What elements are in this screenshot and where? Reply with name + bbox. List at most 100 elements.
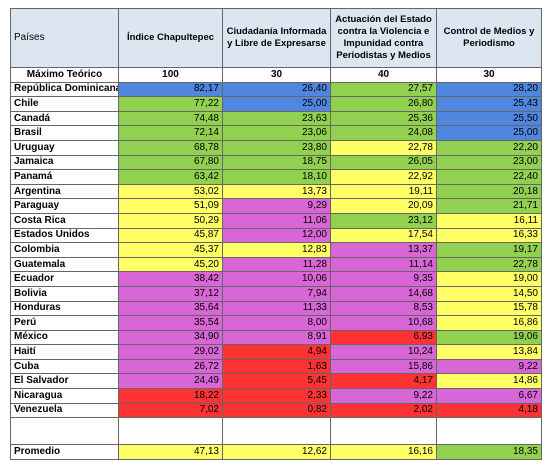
score-cell: 38,42 [118, 271, 223, 287]
score-cell: 28,20 [436, 81, 542, 98]
empty-cell [10, 417, 119, 446]
score-cell: 23,12 [330, 212, 437, 229]
country-name: Canadá [10, 110, 119, 127]
score-cell: 82,17 [118, 81, 223, 98]
score-cell: 23,80 [222, 139, 331, 156]
score-cell: 22,92 [330, 169, 437, 185]
score-cell: 22,78 [330, 139, 437, 156]
country-name: Honduras [10, 300, 119, 317]
score-cell: 13,37 [330, 242, 437, 258]
country-row: Perú 35,54 8,00 10,68 16,86 [10, 315, 542, 331]
country-name: Costa Rica [10, 212, 119, 229]
score-cell: 16,33 [436, 227, 542, 244]
score-cell: 25,36 [330, 110, 437, 127]
country-name: México [10, 329, 119, 346]
score-cell: 4,17 [330, 373, 437, 390]
country-row: República Dominicana 82,17 26,40 27,57 28,20 [10, 81, 542, 98]
score-cell: 10,68 [330, 315, 437, 331]
country-row: Ecuador 38,42 10,06 9,35 19,00 [10, 271, 542, 287]
score-cell: 14,68 [330, 285, 437, 302]
country-row: Panamá 63,42 18,10 22,92 22,40 [10, 169, 542, 185]
score-cell: 45,87 [118, 227, 223, 244]
score-cell: 19,17 [436, 242, 542, 258]
score-cell: 4,94 [222, 344, 331, 360]
country-row: Costa Rica 50,29 11,06 23,12 16,11 [10, 212, 542, 229]
country-name: Nicaragua [10, 388, 119, 404]
row-label: Máximo Teórico [10, 67, 119, 83]
country-row: Honduras 35,64 11,33 8,53 15,78 [10, 300, 542, 317]
score-cell: 15,78 [436, 300, 542, 317]
country-row: Argentina 53,02 13,73 19,11 20,18 [10, 183, 542, 200]
country-name: El Salvador [10, 373, 119, 390]
score-cell: 51,09 [118, 198, 223, 214]
score-cell: 50,29 [118, 212, 223, 229]
row-label: Promedio [10, 444, 119, 460]
country-name: Guatemala [10, 256, 119, 273]
country-name: Uruguay [10, 139, 119, 156]
score-cell: 25,00 [222, 96, 331, 112]
country-row: Nicaragua 18,22 2,33 9,22 6,67 [10, 388, 542, 404]
column-header: Países [10, 8, 119, 68]
country-name: Perú [10, 315, 119, 331]
score-cell: 2,02 [330, 402, 437, 419]
score-cell: 24,08 [330, 125, 437, 141]
country-row: Uruguay 68,78 23,80 22,78 22,20 [10, 139, 542, 156]
score-cell: 16,86 [436, 315, 542, 331]
score-cell: 11,33 [222, 300, 331, 317]
score-cell: 1,63 [222, 358, 331, 375]
score-cell: 16,11 [436, 212, 542, 229]
country-name: Argentina [10, 183, 119, 200]
score-cell: 20,09 [330, 198, 437, 214]
score-cell: 19,00 [436, 271, 542, 287]
country-row: Bolivia 37,12 7,94 14,68 14,50 [10, 285, 542, 302]
score-cell: 53,02 [118, 183, 223, 200]
score-cell: 20,18 [436, 183, 542, 200]
score-cell: 22,40 [436, 169, 542, 185]
country-name: Chile [10, 96, 119, 112]
country-row: Chile 77,22 25,00 26,80 25,43 [10, 96, 542, 112]
score-cell: 68,78 [118, 139, 223, 156]
column-header: Ciudadanía Informada y Libre de Expresar… [222, 8, 331, 68]
column-header: Índice Chapultepec [118, 8, 223, 68]
country-row: Venezuela 7,02 0,82 2,02 4,18 [10, 402, 542, 419]
average-cell: 18,35 [436, 444, 542, 460]
score-cell: 12,00 [222, 227, 331, 244]
max-value: 30 [436, 67, 542, 83]
score-cell: 9,22 [330, 388, 437, 404]
score-cell: 45,20 [118, 256, 223, 273]
country-name: Venezuela [10, 402, 119, 419]
score-cell: 14,50 [436, 285, 542, 302]
score-cell: 13,73 [222, 183, 331, 200]
empty-cell [222, 417, 331, 446]
country-name: Jamaica [10, 154, 119, 171]
empty-cell [118, 417, 223, 446]
score-cell: 22,20 [436, 139, 542, 156]
country-name: República Dominicana [10, 81, 119, 98]
column-header: Control de Medios y Periodismo [436, 8, 542, 68]
score-cell: 45,37 [118, 242, 223, 258]
score-cell: 10,06 [222, 271, 331, 287]
score-cell: 26,05 [330, 154, 437, 171]
score-cell: 11,14 [330, 256, 437, 273]
score-cell: 26,40 [222, 81, 331, 98]
score-cell: 29,02 [118, 344, 223, 360]
score-cell: 23,06 [222, 125, 331, 141]
country-name: Estados Unidos [10, 227, 119, 244]
score-cell: 23,00 [436, 154, 542, 171]
column-header: Actuación del Estado contra la Violencia… [330, 8, 437, 68]
score-cell: 0,82 [222, 402, 331, 419]
score-cell: 18,22 [118, 388, 223, 404]
score-cell: 25,50 [436, 110, 542, 127]
score-cell: 26,72 [118, 358, 223, 375]
score-cell: 21,71 [436, 198, 542, 214]
score-cell: 10,24 [330, 344, 437, 360]
score-cell: 25,43 [436, 96, 542, 112]
score-cell: 9,29 [222, 198, 331, 214]
score-cell: 4,18 [436, 402, 542, 419]
score-cell: 17,54 [330, 227, 437, 244]
country-row: Haití 29,02 4,94 10,24 13,84 [10, 344, 542, 360]
empty-cell [436, 417, 542, 446]
country-row: Canadá 74,48 23,63 25,36 25,50 [10, 110, 542, 127]
score-cell: 8,00 [222, 315, 331, 331]
